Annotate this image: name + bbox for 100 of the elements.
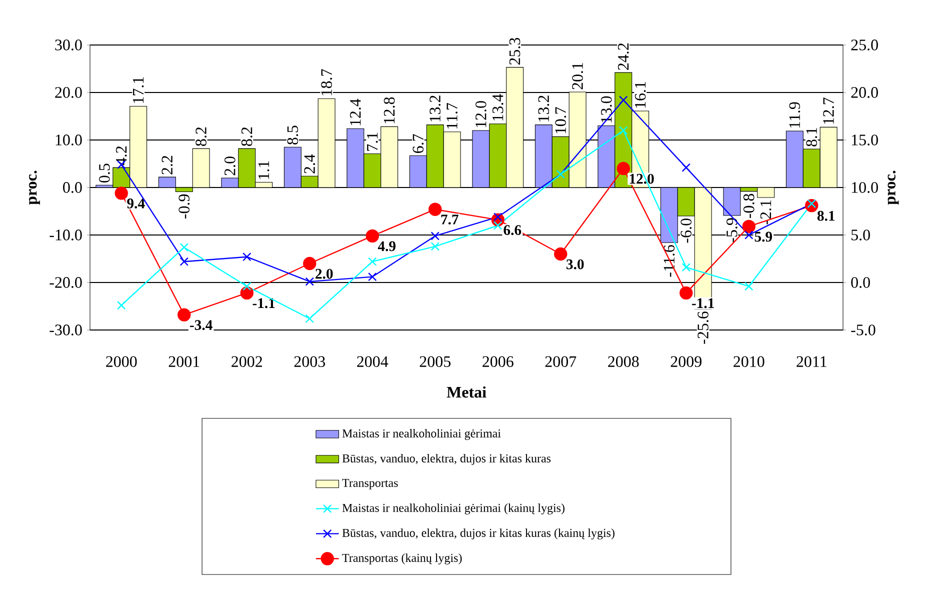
y2-tick-label: 10.0 bbox=[852, 182, 878, 193]
x-tick-label: 2009 bbox=[670, 356, 702, 368]
point bbox=[494, 221, 502, 230]
point bbox=[430, 232, 440, 240]
data-label: 12.7 bbox=[823, 98, 834, 124]
data-label: 13.4 bbox=[492, 94, 504, 120]
point bbox=[366, 229, 379, 243]
y2-tick-label: 25.0 bbox=[851, 40, 878, 50]
data-label: -0.8 bbox=[743, 194, 754, 218]
point bbox=[305, 314, 314, 323]
x-tick-label: 2010 bbox=[734, 356, 764, 368]
point bbox=[305, 277, 314, 286]
x-tick-label: 2002 bbox=[232, 356, 262, 368]
data-label: 7.7 bbox=[441, 214, 458, 224]
y2-tick-label: 20.0 bbox=[851, 87, 878, 98]
y2-tick-label: 15.0 bbox=[852, 134, 878, 146]
point bbox=[114, 186, 128, 200]
data-label: -25.6 bbox=[698, 312, 708, 344]
data-label: -6.0 bbox=[680, 218, 692, 243]
data-label: 8.5 bbox=[287, 126, 298, 145]
data-label: 2.2 bbox=[162, 156, 173, 174]
data-label: -2.1 bbox=[760, 200, 772, 224]
data-label: 25.3 bbox=[509, 38, 520, 65]
point bbox=[117, 300, 126, 310]
y-tick-label: 20.0 bbox=[55, 87, 82, 98]
data-label: 18.7 bbox=[321, 69, 332, 96]
data-label: -5.9 bbox=[726, 218, 738, 242]
data-label: 2.4 bbox=[304, 154, 316, 174]
y2-tick-label: 0.0 bbox=[851, 277, 870, 288]
y-tick-label: -20.0 bbox=[50, 277, 82, 288]
point bbox=[180, 257, 189, 266]
legend-label: Būstas, vanduo, elektra, dujos ir kitas kuras bbox=[342, 454, 551, 465]
data-label: 3.0 bbox=[566, 259, 584, 270]
point bbox=[742, 220, 756, 234]
data-label: 12.4 bbox=[350, 98, 361, 126]
x-tick-label: 2004 bbox=[357, 356, 388, 368]
data-label: 11.7 bbox=[446, 102, 458, 129]
point bbox=[368, 272, 377, 282]
x-tick-label: 2011 bbox=[796, 356, 826, 368]
point bbox=[428, 202, 442, 216]
x-tick-label: 2003 bbox=[294, 356, 326, 368]
data-label: 0.5 bbox=[99, 164, 110, 183]
point bbox=[680, 286, 693, 300]
data-label: 5.9 bbox=[754, 232, 772, 242]
point bbox=[430, 242, 440, 251]
data-label: 2.0 bbox=[224, 156, 236, 176]
legend-label: Maistas ir nealkoholiniai gėrimai (kainų lygis) bbox=[342, 504, 564, 514]
data-label: 24.2 bbox=[618, 43, 629, 70]
point bbox=[368, 257, 377, 266]
y-tick-label: -10.0 bbox=[50, 230, 82, 240]
x-axis-title: Metai bbox=[446, 386, 486, 398]
x-tick-label: 2005 bbox=[420, 356, 451, 368]
x-tick-label: 2008 bbox=[608, 356, 639, 368]
data-label: 2.0 bbox=[316, 268, 333, 279]
data-label: 10.7 bbox=[555, 107, 566, 134]
data-label: 7.1 bbox=[366, 132, 378, 151]
data-label: -1.1 bbox=[692, 298, 714, 308]
data-label: 8.2 bbox=[196, 127, 207, 146]
point bbox=[619, 96, 628, 104]
point bbox=[619, 126, 628, 135]
data-label: 4.9 bbox=[378, 241, 396, 252]
point bbox=[240, 286, 254, 300]
x-tick-label: 2006 bbox=[482, 356, 514, 368]
point bbox=[242, 252, 252, 262]
data-label: 16.1 bbox=[634, 82, 646, 108]
x-tick-label: 2007 bbox=[545, 356, 576, 368]
y-tick-label: 10.0 bbox=[56, 134, 82, 146]
data-label: -1.1 bbox=[252, 298, 275, 308]
point bbox=[303, 256, 316, 270]
legend-label: Būstas, vanduo, elektra, dujos ir kitas kuras (kainų lygis) bbox=[342, 528, 614, 540]
y-tick-label: 0.0 bbox=[63, 182, 82, 193]
legend-label: Maistas ir nealkoholiniai gėrimai bbox=[342, 429, 501, 440]
data-label: 17.1 bbox=[132, 77, 144, 103]
legend-label: Transportas (kainų lygis) bbox=[342, 554, 462, 564]
point bbox=[178, 308, 191, 322]
data-label: -11.6 bbox=[664, 245, 675, 277]
data-label: -3.4 bbox=[190, 320, 212, 330]
y2-tick-label: -5.0 bbox=[851, 324, 876, 336]
legend-label: Transportas bbox=[342, 478, 398, 490]
data-label: 6.6 bbox=[504, 225, 522, 236]
data-label: 9.4 bbox=[127, 198, 145, 208]
point bbox=[682, 163, 691, 172]
y-tick-label: 30.0 bbox=[55, 40, 82, 50]
y2-axis-title: proc. bbox=[888, 170, 899, 205]
x-tick-label: 2001 bbox=[168, 356, 200, 368]
data-label: 13.0 bbox=[601, 96, 612, 122]
y2-tick-label: 5.0 bbox=[851, 230, 870, 240]
data-label: 8.1 bbox=[806, 128, 818, 146]
data-label: 6.7 bbox=[412, 134, 424, 153]
point bbox=[744, 282, 754, 291]
y-tick-label: -30.0 bbox=[50, 324, 82, 336]
point bbox=[180, 242, 189, 252]
data-label: -0.9 bbox=[178, 194, 190, 219]
data-label: 11.9 bbox=[789, 102, 800, 128]
data-label: 12.0 bbox=[476, 101, 486, 128]
data-label: 20.1 bbox=[572, 62, 584, 90]
x-tick-label: 2000 bbox=[106, 356, 137, 368]
point bbox=[242, 282, 252, 291]
y-axis-title: proc. bbox=[28, 170, 40, 205]
data-label: 8.2 bbox=[241, 127, 252, 146]
